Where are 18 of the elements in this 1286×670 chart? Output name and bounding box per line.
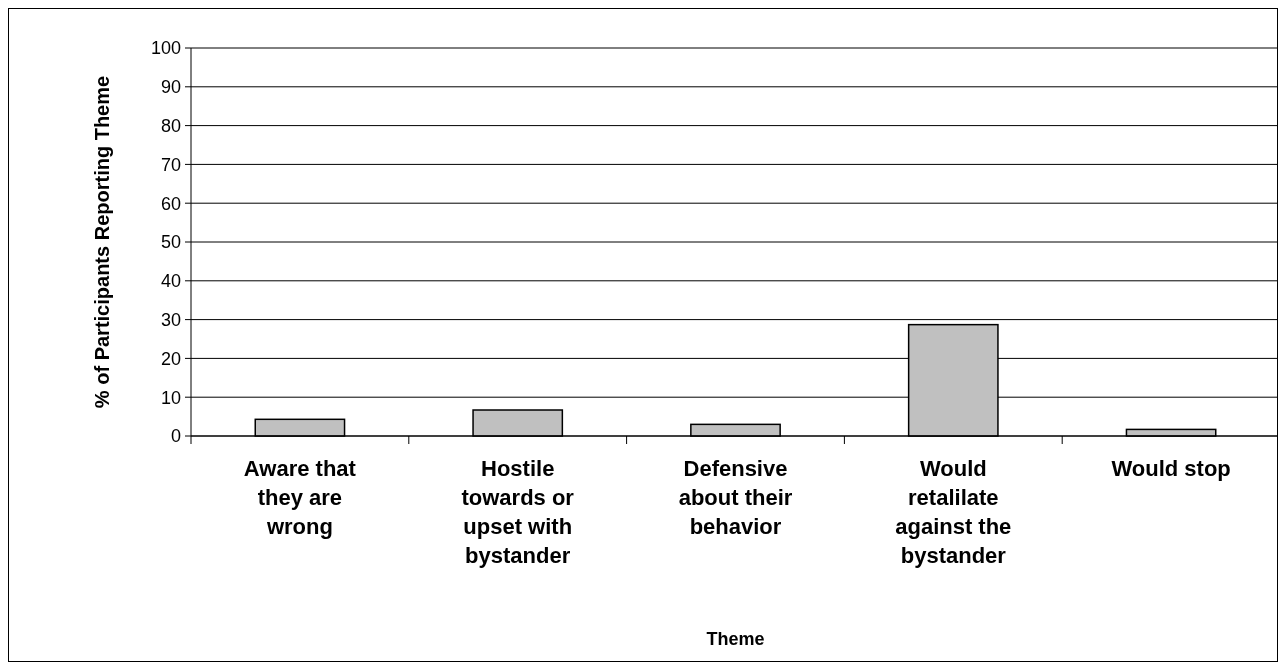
y-tick-label: 100	[150, 38, 181, 59]
y-tick-label: 30	[160, 309, 181, 330]
y-tick-label: 10	[160, 387, 181, 408]
y-tick-label: 60	[160, 193, 181, 214]
x-tick-label: Would retalilate against the bystander	[895, 456, 1012, 568]
y-tick-label: 70	[160, 154, 181, 175]
x-axis-title: Theme	[706, 629, 765, 649]
y-tick-label: 90	[160, 77, 181, 98]
x-tick-label: Aware that they are wrong	[243, 456, 357, 539]
x-tick-label: Hostile towards or upset with bystander	[461, 456, 575, 568]
y-tick-label: 80	[160, 115, 181, 136]
y-axis-title: % of Participants Reporting Theme	[91, 75, 113, 409]
x-tick-label: Defensive about their behavior	[678, 456, 793, 539]
y-tick-label: 0	[170, 426, 181, 447]
y-tick-label: 40	[160, 271, 181, 292]
x-tick-label: Would stop	[1111, 456, 1231, 481]
y-tick-label: 50	[160, 232, 181, 253]
y-tick-label: 20	[160, 348, 181, 369]
